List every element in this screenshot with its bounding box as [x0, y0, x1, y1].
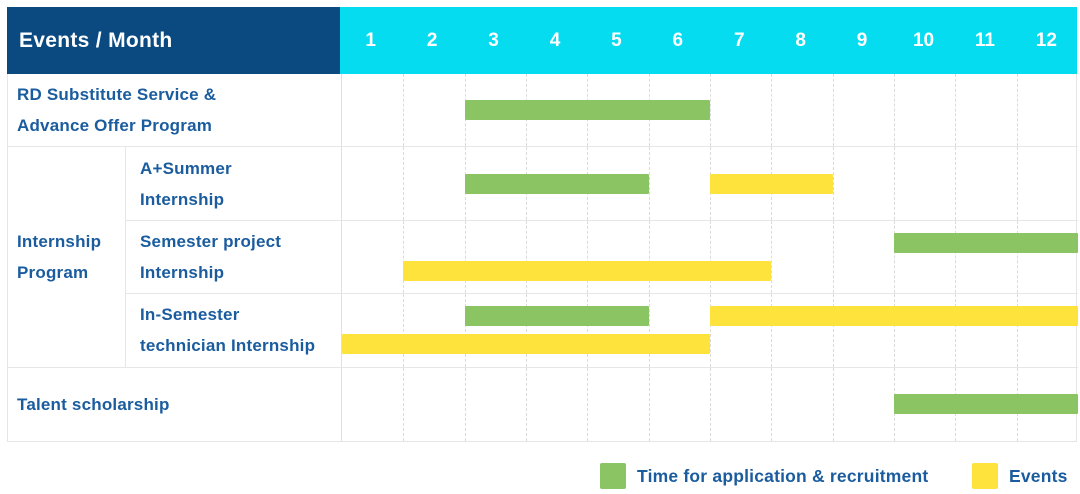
month-gridline	[526, 220, 527, 294]
month-gridline	[1016, 147, 1018, 220]
legend: Time for application & recruitment Events	[0, 463, 1080, 489]
label-line: Internship	[140, 189, 225, 209]
month-gridline	[710, 74, 711, 147]
month-gridline	[403, 147, 405, 220]
month-gridline	[526, 294, 527, 367]
month-gridline	[894, 294, 895, 367]
month-gridline	[832, 220, 834, 294]
month-gridline	[648, 294, 650, 367]
event-period-bar	[342, 334, 710, 355]
month-gridline	[955, 147, 957, 220]
label-line: RD Substitute Service &	[17, 85, 217, 105]
event-period-bar	[403, 260, 772, 281]
month-gridline	[464, 294, 466, 367]
month-header: 1 2 3 4 5 6 7 8 9 10 11 12	[340, 7, 1077, 74]
event-period-bar	[710, 173, 833, 194]
month-gridline	[587, 367, 589, 441]
row-label: RD Substitute Service & Advance Offer Pro…	[8, 74, 341, 148]
month-tick-8: 8	[795, 29, 806, 51]
month-gridline	[771, 220, 773, 294]
month-tick-5: 5	[611, 29, 622, 51]
month-gridline	[526, 367, 527, 441]
month-tick-2: 2	[426, 29, 438, 51]
month-gridline	[771, 74, 773, 147]
label-line: Talent scholarship	[17, 394, 170, 414]
month-grid-row	[341, 147, 1078, 221]
month-gridline	[955, 220, 957, 294]
legend-label: Time for application & recruitment	[637, 465, 929, 486]
month-gridline	[403, 294, 405, 367]
month-gridline	[771, 294, 773, 367]
application-period-bar	[894, 394, 1078, 415]
month-gridline	[710, 294, 711, 367]
month-grid-row	[341, 220, 1078, 295]
month-gridline	[894, 147, 895, 220]
label-line: Internship	[17, 231, 102, 251]
month-gridline	[648, 367, 650, 441]
month-tick-12: 12	[1035, 29, 1057, 51]
events-month-header: Events / Month	[7, 7, 340, 74]
month-gridline	[832, 294, 834, 367]
month-grid-row	[341, 74, 1078, 148]
row-label: Talent scholarship	[8, 368, 341, 441]
month-gridline	[648, 220, 650, 294]
month-gridline	[1016, 220, 1018, 294]
legend-item-yellow: Events	[972, 463, 1068, 489]
month-gridline	[403, 367, 405, 441]
month-tick-6: 6	[672, 29, 684, 51]
row-label: In-Semester technician Internship	[125, 294, 341, 368]
month-gridline	[832, 147, 834, 220]
month-gridline	[955, 294, 957, 367]
month-gridline	[894, 74, 895, 147]
label-line: Internship	[140, 262, 225, 282]
row-label: Semester project Internship	[125, 220, 341, 295]
month-tick-1: 1	[365, 29, 376, 51]
table-header-row: Events / Month 1 2 3 4 5 6 7 8 9 10 11 12	[7, 7, 1077, 74]
legend-item-green: Time for application & recruitment	[600, 463, 928, 489]
month-gridline	[832, 74, 834, 147]
month-gridline	[710, 367, 711, 441]
month-gridline	[955, 74, 957, 147]
month-grid-row	[341, 367, 1078, 441]
legend-swatch-yellow	[972, 463, 998, 489]
month-tick-7: 7	[733, 29, 745, 51]
month-tick-3: 3	[488, 29, 499, 51]
legend-label: Events	[1009, 465, 1068, 486]
month-gridline	[832, 367, 834, 441]
row-label: A+Summer Internship	[125, 147, 341, 221]
month-gridline	[648, 147, 650, 220]
month-tick-10: 10	[912, 29, 935, 51]
month-gridline	[587, 294, 589, 367]
month-gridline	[464, 367, 466, 441]
application-period-bar	[464, 173, 649, 194]
month-gridline	[710, 220, 711, 294]
month-gridline	[1016, 294, 1018, 367]
event-period-bar	[710, 306, 1078, 327]
month-grid-row	[341, 294, 1078, 368]
label-line: Program	[17, 262, 89, 282]
month-tick-11: 11	[974, 29, 995, 51]
month-gridline	[771, 367, 773, 441]
month-gridline	[403, 74, 405, 147]
month-gridline	[403, 220, 405, 294]
gantt-table: Events / Month 1 2 3 4 5 6 7 8 9 10 11 12 RD Substi…	[7, 7, 1078, 442]
legend-swatch-green	[600, 463, 626, 489]
group-label-internship-program: Internship Program	[8, 147, 125, 368]
month-tick-9: 9	[856, 29, 868, 51]
month-tick-4: 4	[549, 29, 561, 51]
label-line: Advance Offer Program	[17, 116, 213, 136]
label-line: technician Internship	[140, 336, 316, 356]
application-period-bar	[464, 306, 649, 327]
month-gridline	[1016, 74, 1018, 147]
application-period-bar	[894, 232, 1078, 253]
application-period-bar	[464, 100, 710, 121]
month-gridline	[894, 220, 895, 294]
month-gridline	[587, 220, 589, 294]
month-gridline	[464, 220, 466, 294]
label-line: In-Semester	[140, 305, 240, 325]
label-line: A+Summer	[140, 158, 232, 178]
label-line: Semester project	[140, 231, 282, 251]
table-body: RD Substitute Service & Advance Offer Pro…	[7, 74, 1078, 442]
